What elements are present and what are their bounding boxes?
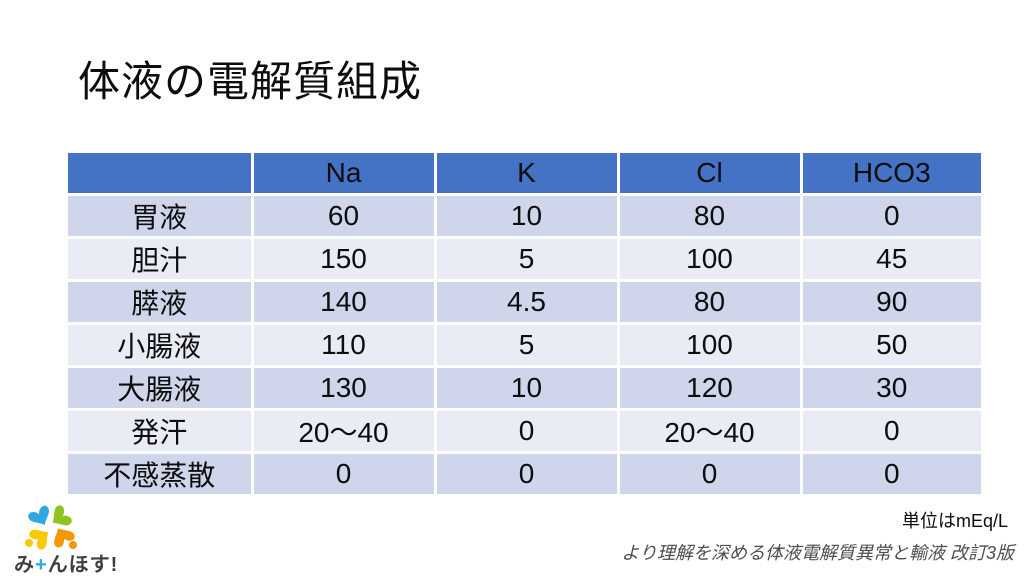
- col-header-blank: [68, 153, 254, 196]
- unit-note: 単位はmEq/L: [901, 511, 1008, 531]
- cell: 0: [250, 451, 437, 494]
- row-label: 大腸液: [68, 365, 254, 411]
- cell: 0: [799, 193, 981, 239]
- table-row: 膵液 140 4.5 80 90: [68, 279, 981, 325]
- cell: 10: [433, 193, 620, 239]
- cell: 5: [433, 322, 620, 368]
- table-row: 小腸液 110 5 100 50: [68, 322, 981, 368]
- col-header-na: Na: [250, 153, 437, 196]
- table-row: 胃液 60 10 80 0: [68, 193, 981, 239]
- table-row: 胆汁 150 5 100 45: [68, 236, 981, 282]
- cell: 5: [433, 236, 620, 282]
- row-label: 不感蒸散: [68, 451, 254, 494]
- cell: 0: [616, 451, 803, 494]
- cell: 80: [616, 279, 803, 325]
- cell: 0: [799, 451, 981, 494]
- cell: 45: [799, 236, 981, 282]
- cell: 0: [433, 408, 620, 454]
- slide-title: 体液の電解質組成: [78, 58, 423, 105]
- table-row: 不感蒸散 0 0 0 0: [68, 451, 981, 494]
- cell: 90: [799, 279, 981, 325]
- row-label: 膵液: [68, 279, 254, 325]
- logo-text-post: んほす!: [47, 554, 119, 576]
- electrolyte-table: Na K Cl HCO3 胃液 60 10 80 0 胆汁 150 5 100 …: [68, 153, 981, 494]
- cell: 140: [250, 279, 437, 325]
- source-citation: より理解を深める体液電解質異常と輸液 改訂3版: [621, 543, 1014, 563]
- cell: 120: [616, 365, 803, 411]
- table-row: 大腸液 130 10 120 30: [68, 365, 981, 411]
- cell: 130: [250, 365, 437, 411]
- minhosu-logo: み+んほす!: [14, 503, 124, 576]
- row-label: 小腸液: [68, 322, 254, 368]
- cell: 10: [433, 365, 620, 411]
- logo-plus: +: [35, 554, 48, 576]
- cell: 0: [433, 451, 620, 494]
- pinwheel-hearts-icon: [25, 505, 77, 551]
- col-header-k: K: [433, 153, 620, 196]
- logo-text: み+んほす!: [14, 548, 118, 576]
- logo-text-pre: み: [14, 554, 35, 576]
- cell: 0: [799, 408, 981, 454]
- cell: 60: [250, 193, 437, 239]
- table-header-row: Na K Cl HCO3: [68, 153, 981, 196]
- cell: 110: [250, 322, 437, 368]
- col-header-cl: Cl: [616, 153, 803, 196]
- cell: 20〜40: [616, 408, 803, 454]
- col-header-hco3: HCO3: [799, 153, 981, 196]
- row-label: 胃液: [68, 193, 254, 239]
- cell: 150: [250, 236, 437, 282]
- row-label: 胆汁: [68, 236, 254, 282]
- cell: 100: [616, 236, 803, 282]
- cell: 100: [616, 322, 803, 368]
- cell: 50: [799, 322, 981, 368]
- cell: 80: [616, 193, 803, 239]
- cell: 30: [799, 365, 981, 411]
- row-label: 発汗: [68, 408, 254, 454]
- cell: 20〜40: [250, 408, 437, 454]
- table-row: 発汗 20〜40 0 20〜40 0: [68, 408, 981, 454]
- cell: 4.5: [433, 279, 620, 325]
